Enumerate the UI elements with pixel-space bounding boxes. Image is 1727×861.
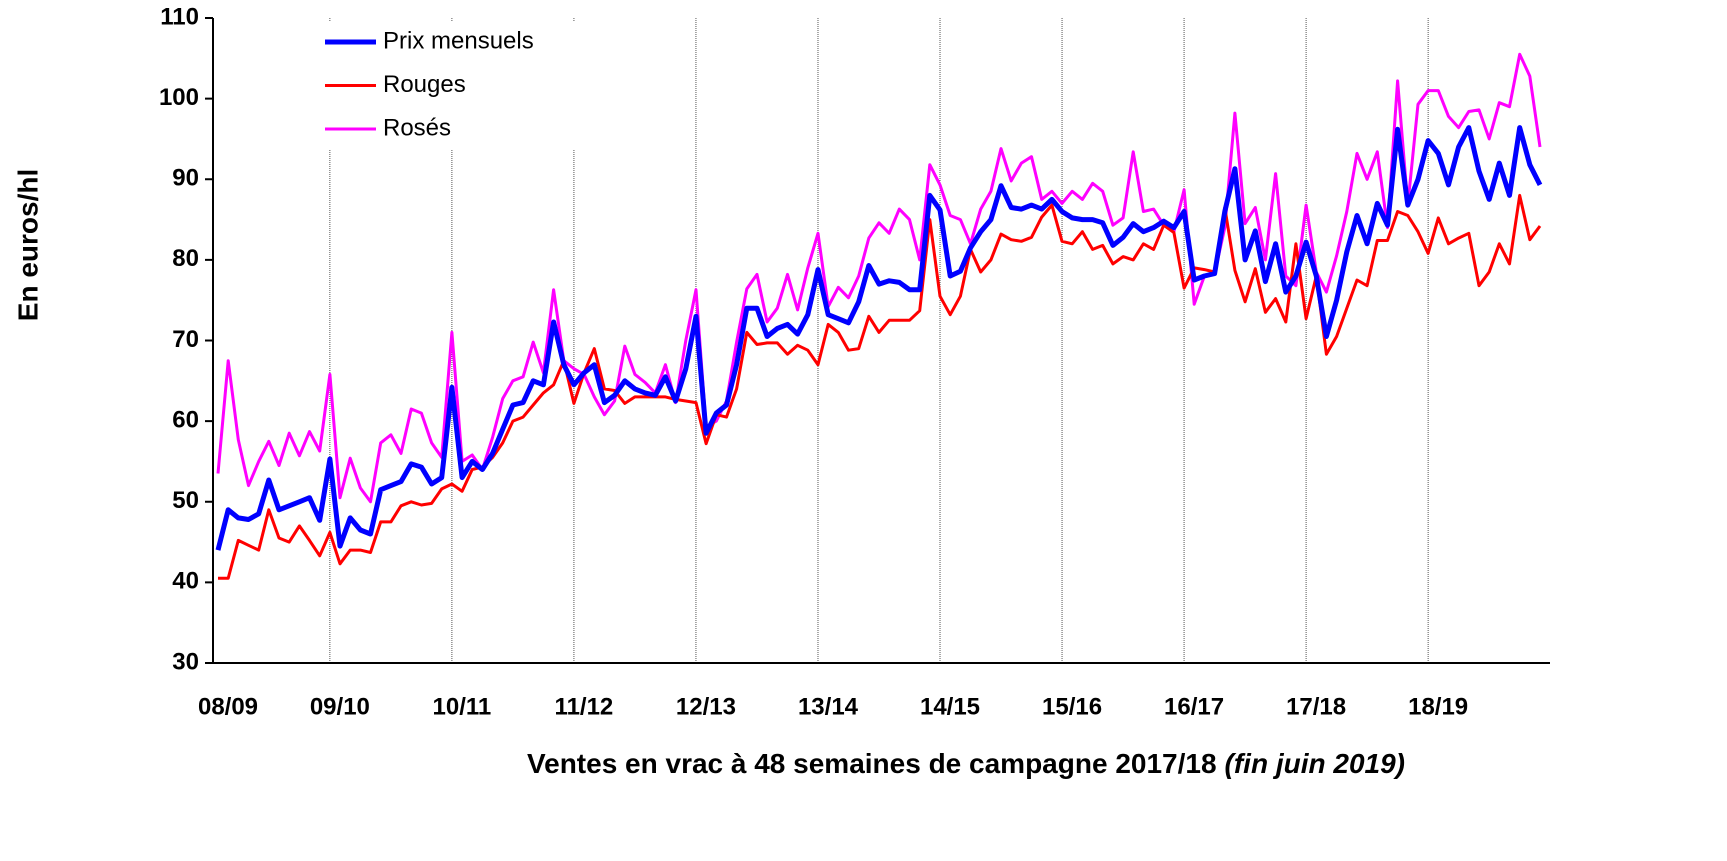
x-tick-label: 10/11 <box>433 693 492 720</box>
y-tick-label: 100 <box>159 84 199 111</box>
legend-label: Rouges <box>383 71 466 98</box>
x-tick-label: 16/17 <box>1164 693 1224 720</box>
x-tick-label: 15/16 <box>1042 693 1102 720</box>
y-tick-label: 60 <box>172 406 199 433</box>
x-tick-label: 11/12 <box>555 693 614 720</box>
y-tick-label: 50 <box>172 487 199 514</box>
y-tick-label: 90 <box>172 165 199 192</box>
y-tick-label: 30 <box>172 648 199 675</box>
series-line <box>218 193 1542 580</box>
legend-label: Prix mensuels <box>383 27 534 54</box>
series-line <box>215 125 1543 551</box>
x-tick-label: 08/09 <box>198 693 258 720</box>
x-tick-label: 17/18 <box>1286 693 1346 720</box>
x-tick-label: 14/15 <box>920 693 980 720</box>
y-tick-label: 80 <box>172 245 199 272</box>
y-axis-title: En euros/hl <box>12 169 43 321</box>
legend-label: Rosés <box>383 114 451 141</box>
x-tick-label: 13/14 <box>798 693 859 720</box>
x-tick-label: 12/13 <box>676 693 736 720</box>
y-tick-label: 110 <box>160 3 199 30</box>
x-axis-title-note: (fin juin 2019) <box>1225 748 1405 779</box>
y-tick-label: 40 <box>172 568 199 595</box>
x-axis-title-main: Ventes en vrac à 48 semaines de campagne… <box>527 748 1217 779</box>
x-axis-title: Ventes en vrac à 48 semaines de campagne… <box>527 748 1405 779</box>
y-tick-label: 70 <box>172 326 199 353</box>
x-tick-label: 18/19 <box>1408 693 1468 720</box>
series-line <box>216 52 1542 504</box>
x-tick-label: 09/10 <box>310 693 370 720</box>
